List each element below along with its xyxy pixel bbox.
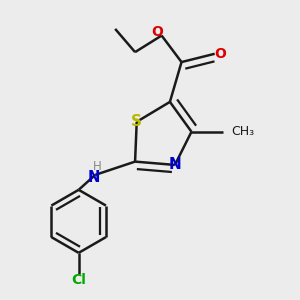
- Text: N: N: [169, 158, 181, 172]
- Text: S: S: [131, 114, 142, 129]
- Text: Cl: Cl: [71, 273, 86, 287]
- Text: CH₃: CH₃: [231, 125, 254, 138]
- Text: H: H: [92, 160, 101, 173]
- Text: O: O: [215, 47, 226, 61]
- Text: N: N: [87, 170, 100, 185]
- Text: O: O: [152, 25, 164, 39]
